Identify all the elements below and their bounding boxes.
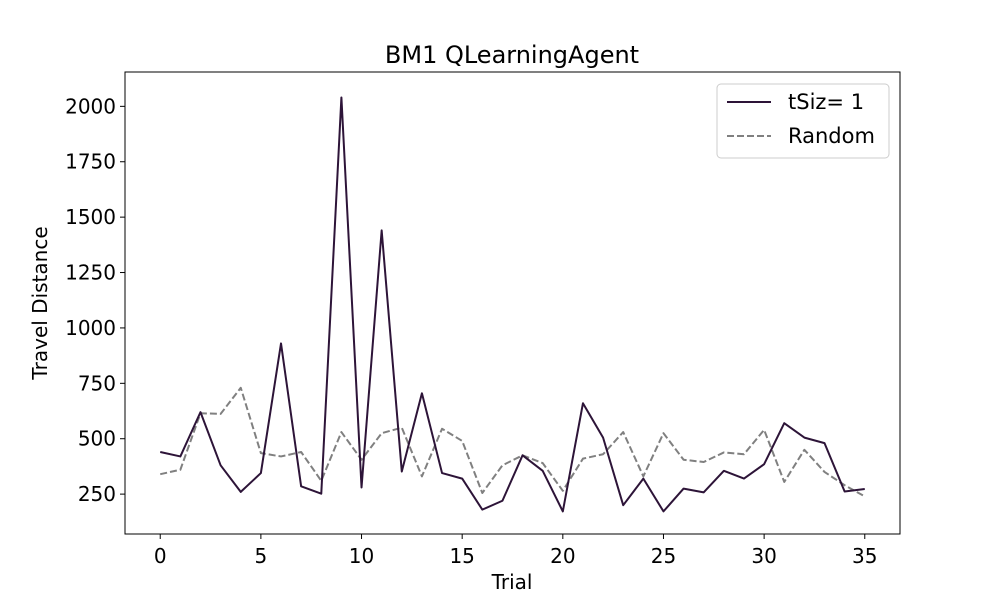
- plot-frame: [124, 71, 901, 535]
- y-tick-label: 250: [78, 482, 116, 506]
- x-tick-label: 25: [651, 544, 676, 568]
- y-tick-label: 500: [78, 427, 116, 451]
- chart-title: BM1 QLearningAgent: [385, 41, 639, 69]
- series-line-tsiz-1: [160, 96, 865, 513]
- y-tick-label: 750: [78, 371, 116, 395]
- legend-label: Random: [788, 124, 875, 148]
- x-tick-label: 15: [449, 544, 474, 568]
- series-line-random: [160, 386, 866, 498]
- y-tick-label: 1500: [65, 205, 116, 229]
- y-axis-ticks: 250 500 750 1000 1250 1500 1750 2000: [65, 94, 125, 506]
- legend-label: tSiz= 1: [788, 90, 864, 114]
- x-axis-label: Trial: [491, 570, 533, 594]
- y-tick-label: 1250: [65, 261, 116, 285]
- y-axis-label: Travel Distance: [28, 226, 52, 380]
- y-tick-label: 1000: [65, 316, 116, 340]
- plot-area: [160, 96, 866, 513]
- x-tick-label: 30: [751, 544, 776, 568]
- legend: tSiz= 1 Random: [716, 83, 890, 159]
- x-axis-ticks: 0 5 10 15 20 25 30 35: [154, 534, 877, 568]
- y-tick-label: 2000: [65, 94, 116, 118]
- x-tick-label: 35: [852, 544, 877, 568]
- y-tick-label: 1750: [65, 150, 116, 174]
- x-tick-label: 20: [550, 544, 575, 568]
- x-tick-label: 5: [255, 544, 268, 568]
- x-tick-label: 10: [349, 544, 374, 568]
- x-tick-label: 0: [154, 544, 167, 568]
